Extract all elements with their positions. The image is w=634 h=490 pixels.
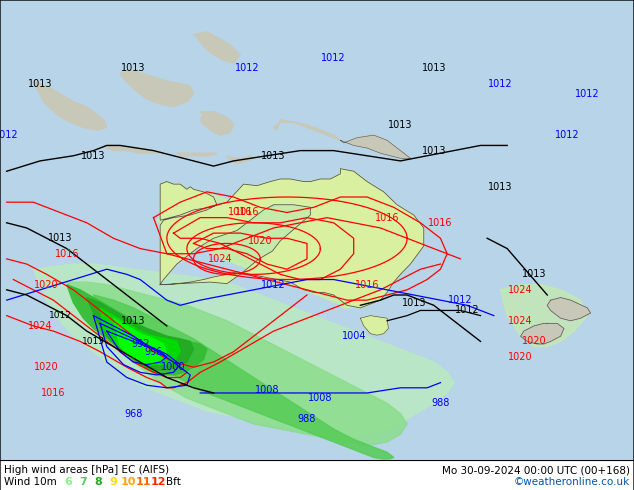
Text: 1013: 1013 [422,146,446,156]
Text: 1020: 1020 [34,280,59,290]
Text: Bft: Bft [165,477,181,487]
Text: 1016: 1016 [355,280,379,290]
Polygon shape [360,316,389,335]
Text: 1012: 1012 [448,295,473,305]
Text: 1016: 1016 [428,218,453,228]
Polygon shape [34,264,454,437]
Polygon shape [160,169,424,308]
Text: 1008: 1008 [255,386,279,395]
Text: 1013: 1013 [121,63,146,73]
Text: 1024: 1024 [208,254,233,264]
Polygon shape [93,295,394,460]
Text: 1013: 1013 [488,182,513,192]
Text: 1016: 1016 [375,213,399,222]
Text: 1013: 1013 [121,316,146,326]
Text: 1024: 1024 [28,321,53,331]
Polygon shape [34,81,107,130]
Text: 1024: 1024 [508,316,533,326]
Text: ©weatheronline.co.uk: ©weatheronline.co.uk [514,477,630,487]
Polygon shape [0,32,634,460]
Text: 988: 988 [298,414,316,424]
Polygon shape [177,153,217,156]
Text: 7: 7 [79,477,87,487]
Text: 1020: 1020 [248,236,273,246]
Text: 1016: 1016 [55,249,79,259]
Text: 10: 10 [120,477,136,487]
Text: 9: 9 [109,477,117,487]
Polygon shape [200,112,233,135]
Text: 1012: 1012 [488,78,513,89]
Text: 1016: 1016 [235,207,259,218]
Polygon shape [67,282,407,444]
Text: 1013: 1013 [82,337,105,346]
Polygon shape [87,297,193,370]
Text: 1020: 1020 [522,337,547,346]
Text: 1013: 1013 [81,151,106,161]
Text: 1012: 1012 [555,130,579,140]
Text: 1012: 1012 [575,89,600,99]
Text: 1013: 1013 [48,233,72,243]
Polygon shape [103,146,164,153]
Text: 1016: 1016 [228,207,252,218]
Text: 6: 6 [64,477,72,487]
Text: 1013: 1013 [422,63,446,73]
Text: 1013: 1013 [522,270,546,279]
Polygon shape [274,120,340,140]
Text: 1016: 1016 [41,388,66,398]
Polygon shape [340,135,410,158]
Text: 11: 11 [135,477,151,487]
Text: 1008: 1008 [308,393,333,403]
Text: 1020: 1020 [34,362,59,372]
Text: 968: 968 [124,409,143,418]
Polygon shape [157,189,414,308]
Text: 1013: 1013 [401,298,426,308]
Text: 1013: 1013 [28,78,52,89]
Text: 1012: 1012 [235,63,259,73]
Text: 996: 996 [145,347,163,357]
Polygon shape [0,460,634,490]
Polygon shape [100,308,180,365]
Text: 1012: 1012 [321,53,346,63]
Text: 992: 992 [131,339,150,349]
Polygon shape [67,285,207,375]
Text: 1013: 1013 [388,120,413,130]
Text: 12: 12 [150,477,165,487]
Text: Wind 10m: Wind 10m [4,477,57,487]
Polygon shape [500,285,587,346]
Text: 1012: 1012 [0,130,19,140]
Text: 8: 8 [94,477,102,487]
Text: 1013: 1013 [261,151,286,161]
Text: 1012: 1012 [49,311,72,320]
Text: 988: 988 [431,398,450,408]
Text: 1024: 1024 [508,285,533,295]
Polygon shape [120,71,193,107]
Text: 1020: 1020 [508,352,533,362]
Polygon shape [193,32,240,63]
Text: 1012: 1012 [455,305,479,316]
Polygon shape [547,297,591,321]
Text: 1012: 1012 [261,280,286,290]
Polygon shape [113,318,167,365]
Text: Mo 30-09-2024 00:00 UTC (00+168): Mo 30-09-2024 00:00 UTC (00+168) [442,465,630,475]
Text: 1000: 1000 [161,362,186,372]
Text: High wind areas [hPa] EC (AIFS): High wind areas [hPa] EC (AIFS) [4,465,169,475]
Polygon shape [521,323,564,344]
Text: 1004: 1004 [342,331,366,341]
Polygon shape [227,156,254,164]
